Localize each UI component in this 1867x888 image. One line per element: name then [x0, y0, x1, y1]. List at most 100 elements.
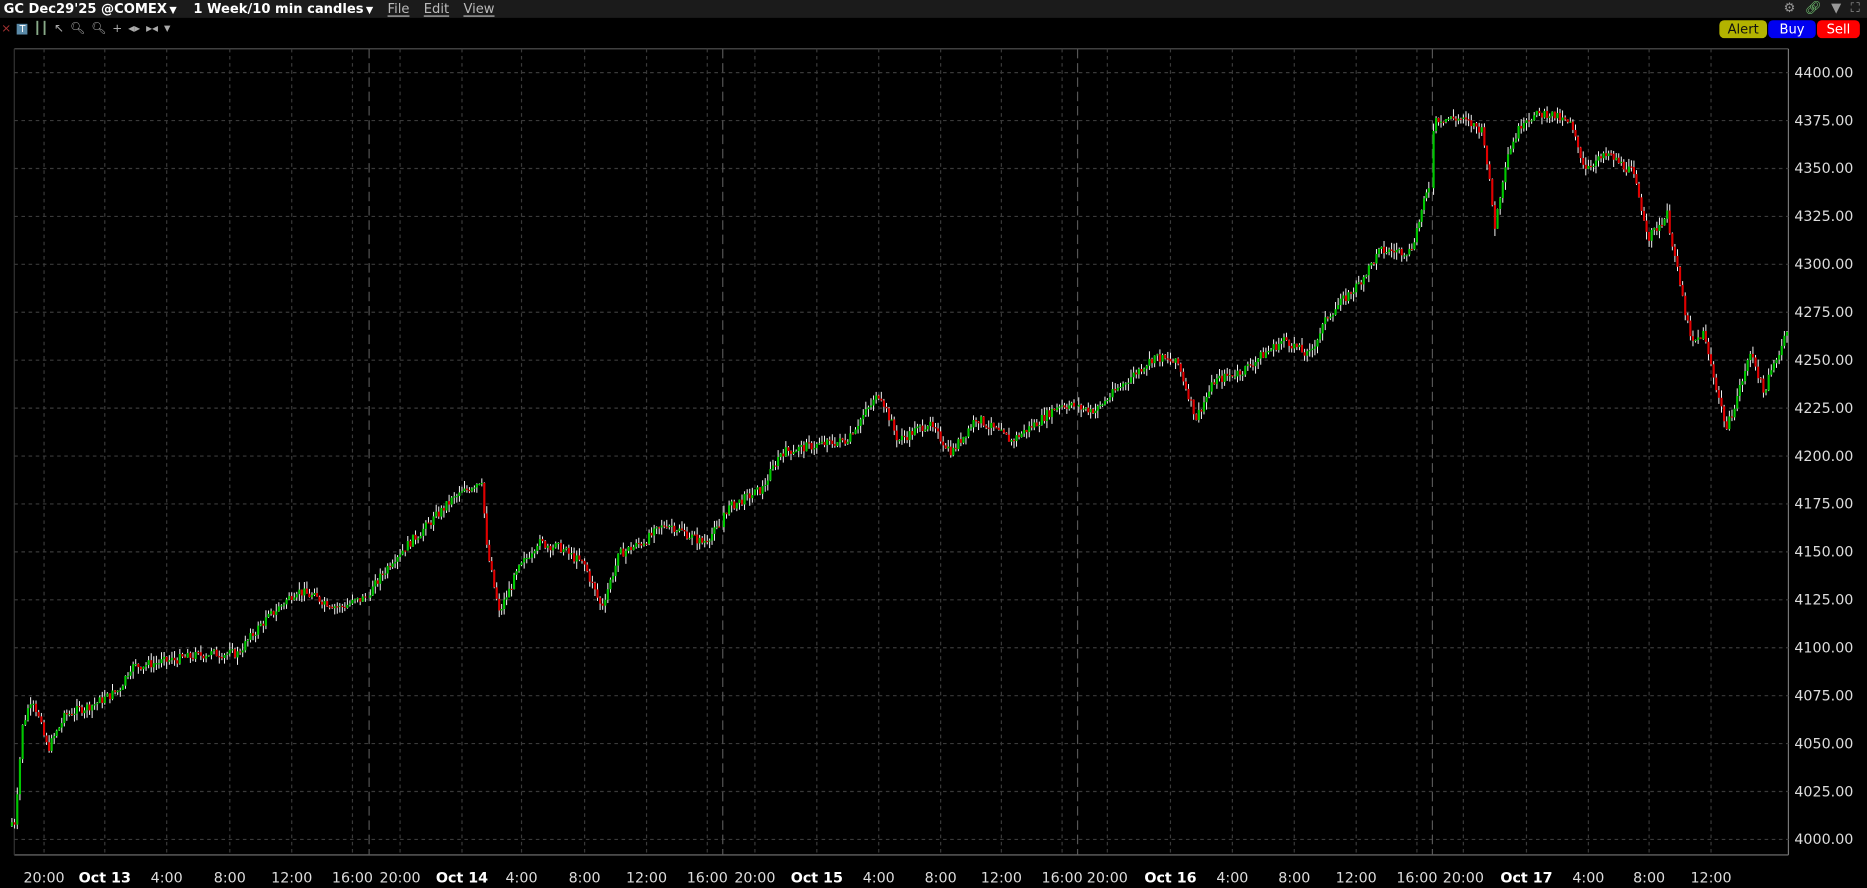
zoom-in-icon[interactable]: 🔍︎ [70, 22, 86, 36]
candle-body [926, 426, 929, 430]
candle-body [1673, 246, 1676, 256]
candle-body [1038, 424, 1041, 427]
candle-body [1449, 116, 1453, 119]
candle-body [627, 546, 630, 551]
candle-body [42, 722, 46, 736]
candle-body [1483, 127, 1486, 146]
candle-body [854, 429, 857, 434]
candle-body [1546, 110, 1549, 118]
candle-body [703, 540, 706, 543]
sell-button[interactable]: Sell [1816, 20, 1860, 39]
candle-body [1648, 231, 1651, 241]
candle-body [1084, 407, 1087, 409]
candle-body [1617, 157, 1620, 163]
candle-body [1103, 401, 1107, 405]
candle-body [795, 451, 798, 453]
candle-body [1357, 282, 1360, 284]
candle-body [29, 704, 32, 709]
candle-body [725, 512, 728, 515]
time-axis-label: 8:00 [925, 870, 957, 886]
candle-body [867, 407, 870, 410]
fullscreen-icon[interactable]: ⛶ [1850, 0, 1860, 16]
candle-body [24, 720, 27, 725]
candle-body [1459, 118, 1462, 120]
candle-body [1375, 253, 1378, 264]
candle-body [83, 710, 86, 714]
candle-body [782, 453, 785, 457]
candle-body [1187, 388, 1190, 400]
candle-body [1478, 126, 1481, 133]
candle-body [810, 443, 813, 450]
time-axis-label: 12:00 [626, 870, 667, 886]
candle-body [740, 499, 744, 505]
candle-body [16, 794, 19, 825]
candle-body [1660, 224, 1664, 227]
candle-body [181, 654, 184, 657]
alert-button[interactable]: Alert [1719, 20, 1767, 39]
candle-body [1025, 430, 1028, 433]
candle-body [947, 446, 950, 449]
candle-body [1043, 414, 1046, 421]
candle-body [944, 445, 947, 449]
candle-body [1275, 344, 1278, 350]
candle-body [63, 712, 66, 724]
candle-body [207, 655, 210, 657]
candle-body [1751, 353, 1755, 358]
candle-body [833, 444, 836, 446]
candle-body [1410, 248, 1413, 251]
menu-file[interactable]: File [387, 1, 410, 17]
candle-body [637, 542, 640, 545]
gear-icon[interactable]: ⚙ [1783, 0, 1796, 16]
candle-body [1517, 125, 1520, 139]
candle-body [533, 550, 536, 554]
candle-body [124, 675, 127, 686]
text-tool-icon[interactable]: T [17, 23, 28, 34]
candle-body [851, 433, 855, 435]
candle-body [404, 550, 407, 552]
candle-body [934, 427, 937, 429]
candle-body [797, 446, 800, 452]
candle-body [1655, 228, 1658, 231]
candle-body [1640, 197, 1643, 211]
time-axis-label: Oct 15 [791, 870, 843, 886]
candle-body [147, 660, 150, 666]
candle-body [1089, 409, 1092, 413]
menu-view[interactable]: View [463, 1, 495, 17]
link-icon[interactable]: 🔗︎ [1804, 0, 1822, 16]
candle-body [212, 649, 216, 652]
candle-body [440, 507, 443, 517]
bar-style-icon[interactable]: ┃┃ [33, 22, 49, 36]
candle-body [645, 543, 648, 545]
instrument-selector[interactable]: GC Dec29'25 @COMEX ▼ [4, 1, 177, 16]
period-selector[interactable]: 1 Week/10 min candles ▼ [193, 1, 373, 16]
candle-body [929, 421, 932, 427]
candle-body [1236, 370, 1239, 377]
candle-body [78, 706, 81, 708]
candle-body [315, 593, 319, 597]
contract-icon[interactable]: ▸◂ [146, 22, 159, 36]
candle-body [485, 513, 488, 545]
candle-body [733, 501, 736, 509]
buy-button[interactable]: Buy [1768, 20, 1816, 39]
pointer-draw-icon[interactable]: ↖ [54, 22, 65, 36]
candle-body [343, 606, 346, 609]
price-axis-label: 4125.00 [1794, 593, 1853, 609]
candle-body [40, 716, 43, 723]
zoom-out-icon[interactable]: 🔍︎ [91, 22, 107, 36]
candle-body [60, 723, 63, 728]
candle-body [815, 443, 818, 448]
menu-edit[interactable]: Edit [423, 1, 450, 17]
candle-body [660, 525, 663, 528]
expand-icon[interactable]: ◂▸ [128, 22, 141, 36]
candle-body [1512, 141, 1515, 149]
candle-body [1540, 113, 1544, 118]
close-icon[interactable]: × [1, 22, 12, 36]
candle-body [779, 453, 782, 457]
candle-body [1063, 405, 1066, 408]
candle-body [601, 603, 604, 606]
crosshair-icon[interactable]: + [112, 22, 123, 36]
dropdown-icon[interactable]: ▼ [163, 23, 171, 34]
candle-body [538, 539, 541, 546]
dropdown-icon[interactable]: ▼ [1831, 0, 1842, 16]
